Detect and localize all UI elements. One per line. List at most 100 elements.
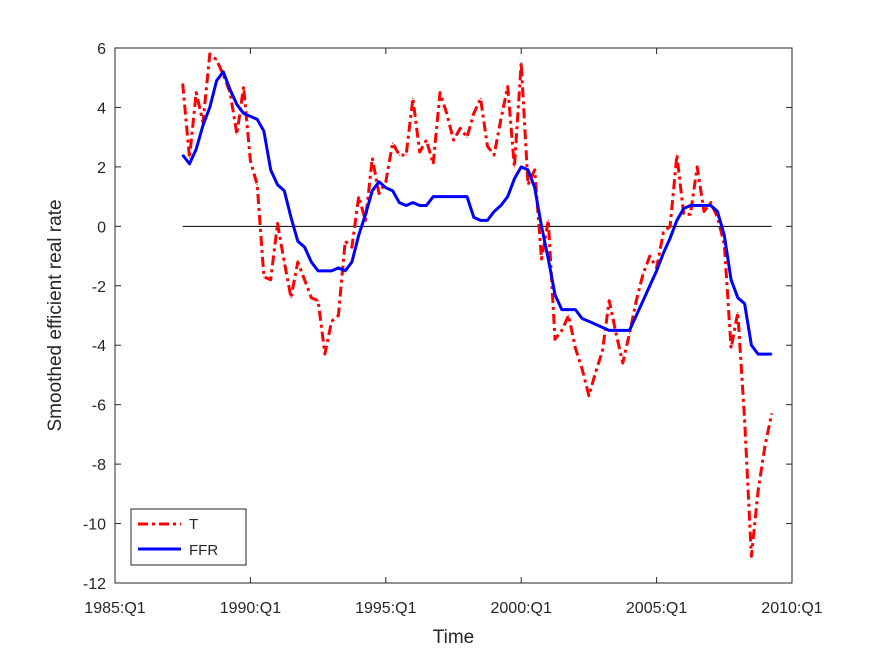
- data-point-T: [425, 139, 427, 141]
- data-point-T: [371, 157, 373, 159]
- data-point-FFR: [317, 270, 319, 272]
- data-point-FFR: [371, 190, 373, 192]
- data-point-T: [568, 314, 570, 317]
- data-point-FFR: [364, 213, 367, 215]
- data-point-T: [344, 240, 346, 242]
- data-point-T: [601, 350, 604, 352]
- data-point-T: [554, 338, 556, 340]
- data-point-T: [649, 255, 651, 257]
- data-point-T: [480, 97, 482, 100]
- data-point-FFR: [683, 207, 685, 210]
- data-point-T: [710, 202, 712, 204]
- data-point-FFR: [662, 252, 665, 254]
- data-point-FFR: [608, 329, 610, 331]
- data-point-FFR: [737, 297, 739, 299]
- data-point-T: [493, 154, 495, 156]
- data-point-FFR: [412, 202, 414, 204]
- legend-label-FFR: FFR: [189, 542, 218, 559]
- data-point-T: [635, 300, 637, 302]
- data-point-FFR: [351, 261, 353, 263]
- data-point-T: [540, 258, 543, 260]
- data-point-FFR: [310, 261, 312, 263]
- data-point-T: [256, 184, 258, 186]
- data-point-T: [304, 279, 306, 281]
- axis-ticks: 1985:Q1 1990:Q1 1995:Q1 2000:Q1 2005:Q1 2010:…: [83, 41, 823, 617]
- data-point-T: [405, 154, 407, 156]
- data-point-T: [195, 92, 197, 94]
- data-point-FFR: [378, 181, 380, 183]
- data-point-T: [209, 53, 211, 55]
- data-point-T: [737, 311, 739, 314]
- data-point-T: [771, 413, 773, 415]
- data-point-T: [561, 329, 563, 331]
- y-tick-label: 2: [97, 160, 106, 177]
- data-point-FFR: [500, 204, 502, 207]
- data-point-FFR: [757, 353, 759, 355]
- data-point-FFR: [405, 204, 407, 207]
- data-point-FFR: [337, 267, 339, 269]
- data-point-T: [385, 181, 387, 183]
- data-point-FFR: [723, 234, 725, 236]
- data-point-T: [520, 62, 522, 64]
- data-point-FFR: [304, 246, 306, 248]
- x-tick-label: 2000:Q1: [491, 600, 552, 617]
- data-point-T: [764, 445, 766, 447]
- data-point-T: [419, 151, 421, 153]
- data-point-FFR: [392, 190, 394, 192]
- plot-area: [115, 48, 792, 583]
- data-point-FFR: [398, 202, 400, 204]
- data-point-T: [317, 300, 319, 302]
- data-point-T: [216, 59, 218, 61]
- series-T: [181, 52, 774, 558]
- data-point-FFR: [649, 285, 651, 287]
- data-point-T: [466, 136, 468, 138]
- data-point-FFR: [459, 196, 461, 198]
- data-point-FFR: [628, 329, 631, 331]
- data-point-FFR: [507, 196, 509, 198]
- y-tick-label: -12: [83, 576, 106, 593]
- data-point-T: [534, 169, 536, 171]
- data-point-T: [473, 112, 475, 114]
- data-point-FFR: [290, 216, 292, 218]
- data-point-FFR: [554, 294, 556, 296]
- data-point-FFR: [486, 219, 488, 221]
- data-point-FFR: [656, 270, 658, 272]
- data-point-T: [642, 273, 644, 275]
- data-point-T: [615, 332, 617, 334]
- data-point-FFR: [452, 196, 455, 198]
- data-point-FFR: [276, 184, 279, 186]
- data-point-T: [669, 225, 671, 227]
- data-point-FFR: [601, 326, 604, 328]
- data-point-T: [412, 97, 414, 100]
- data-point-T: [547, 219, 549, 221]
- data-point-T: [297, 261, 299, 263]
- data-point-T: [358, 196, 360, 198]
- data-point-FFR: [595, 323, 597, 325]
- data-point-T: [696, 166, 698, 168]
- data-point-FFR: [473, 216, 475, 218]
- data-point-T: [588, 395, 590, 397]
- data-point-T: [683, 213, 685, 215]
- legend-box: [130, 508, 247, 566]
- data-point-T: [310, 297, 312, 299]
- data-point-FFR: [581, 317, 583, 320]
- data-point-FFR: [642, 300, 644, 302]
- data-point-FFR: [256, 118, 258, 120]
- data-point-FFR: [493, 210, 495, 213]
- data-point-FFR: [696, 204, 698, 207]
- y-tick-label: 6: [97, 41, 106, 58]
- data-point-FFR: [689, 204, 692, 207]
- data-point-T: [703, 210, 705, 213]
- data-point-FFR: [446, 196, 448, 198]
- data-point-T: [744, 418, 746, 421]
- data-point-FFR: [439, 196, 441, 198]
- data-point-FFR: [540, 225, 543, 227]
- data-point-T: [446, 112, 448, 114]
- data-point-T: [622, 362, 624, 364]
- data-point-T: [595, 371, 597, 373]
- data-point-FFR: [513, 178, 516, 180]
- data-point-T: [628, 332, 631, 334]
- data-point-FFR: [249, 115, 251, 117]
- data-point-T: [676, 154, 678, 156]
- y-tick-label: -10: [83, 517, 106, 534]
